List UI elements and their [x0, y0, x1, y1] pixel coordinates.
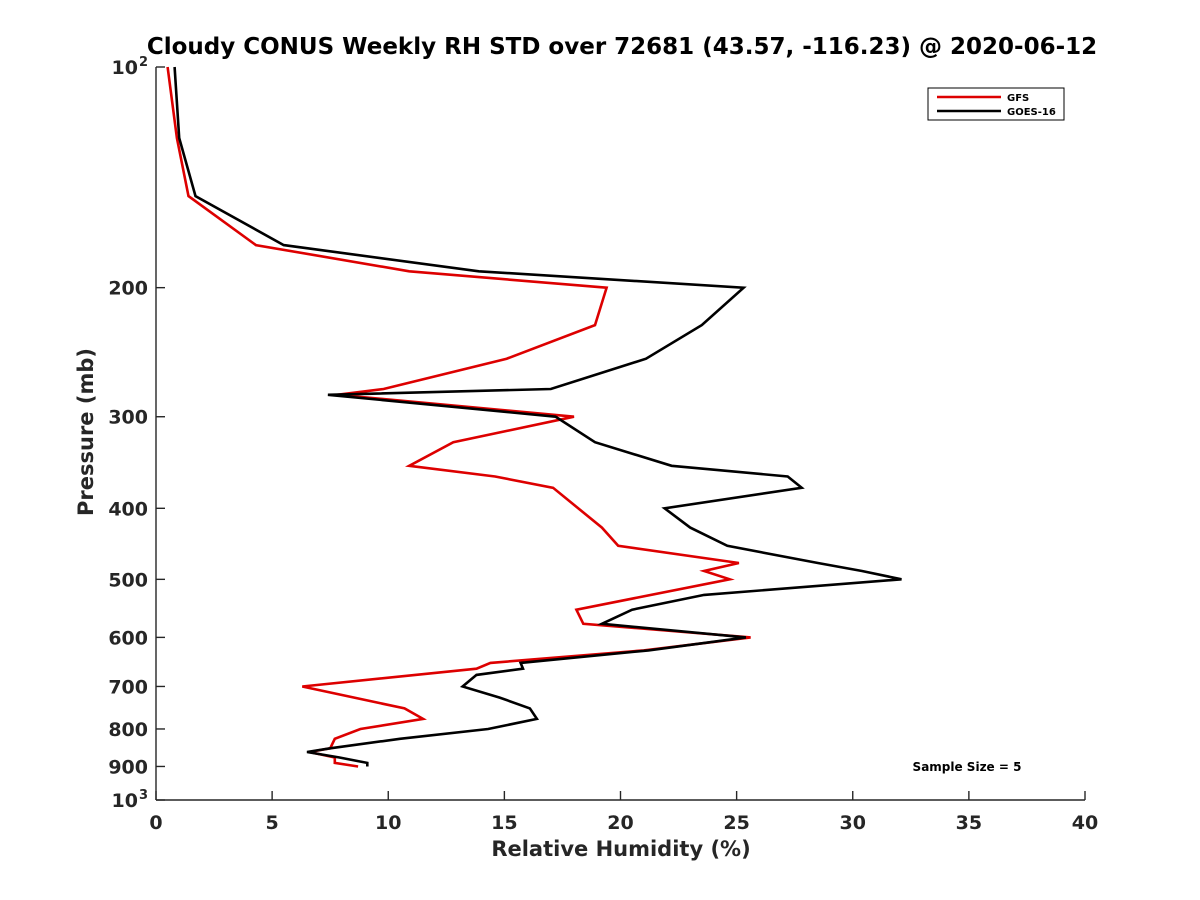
- series-line-gfs: [166, 66, 751, 768]
- series-line-goes-16: [173, 66, 902, 767]
- y-tick-label: 10: [112, 790, 138, 812]
- x-tick-label: 30: [840, 812, 866, 834]
- y-tick-label: 600: [108, 627, 148, 649]
- y-tick-label: 700: [108, 676, 148, 698]
- x-tick-label: 10: [375, 812, 401, 834]
- x-tick-label: 40: [1072, 812, 1098, 834]
- legend-label: GOES-16: [1007, 107, 1056, 118]
- chart-title: Cloudy CONUS Weekly RH STD over 72681 (4…: [147, 34, 1097, 60]
- y-axis-label: Pressure (mb): [74, 348, 98, 516]
- legend-box: [927, 87, 1065, 121]
- y-tick-label: 800: [108, 719, 148, 741]
- y-tick-label: 500: [108, 569, 148, 591]
- y-tick-label: 400: [108, 498, 148, 520]
- x-tick-label: 20: [607, 812, 633, 834]
- y-tick-exponent: 3: [139, 788, 148, 803]
- x-tick-label: 15: [491, 812, 517, 834]
- x-tick-label: 35: [956, 812, 982, 834]
- sample-size-annotation: Sample Size = 5: [913, 760, 1022, 774]
- x-tick-label: 25: [723, 812, 749, 834]
- plot-area: [166, 66, 902, 768]
- y-tick-label: 300: [108, 407, 148, 429]
- y-tick-exponent: 2: [139, 55, 148, 70]
- x-tick-label: 5: [266, 812, 279, 834]
- x-tick-label: 0: [149, 812, 162, 834]
- y-tick-label: 10: [112, 57, 138, 79]
- y-tick-label: 200: [108, 278, 148, 300]
- legend: GFS GOES-16: [927, 87, 1065, 121]
- x-axis-label: Relative Humidity (%): [491, 837, 750, 861]
- y-tick-label: 900: [108, 756, 148, 778]
- legend-label: GFS: [1007, 93, 1029, 104]
